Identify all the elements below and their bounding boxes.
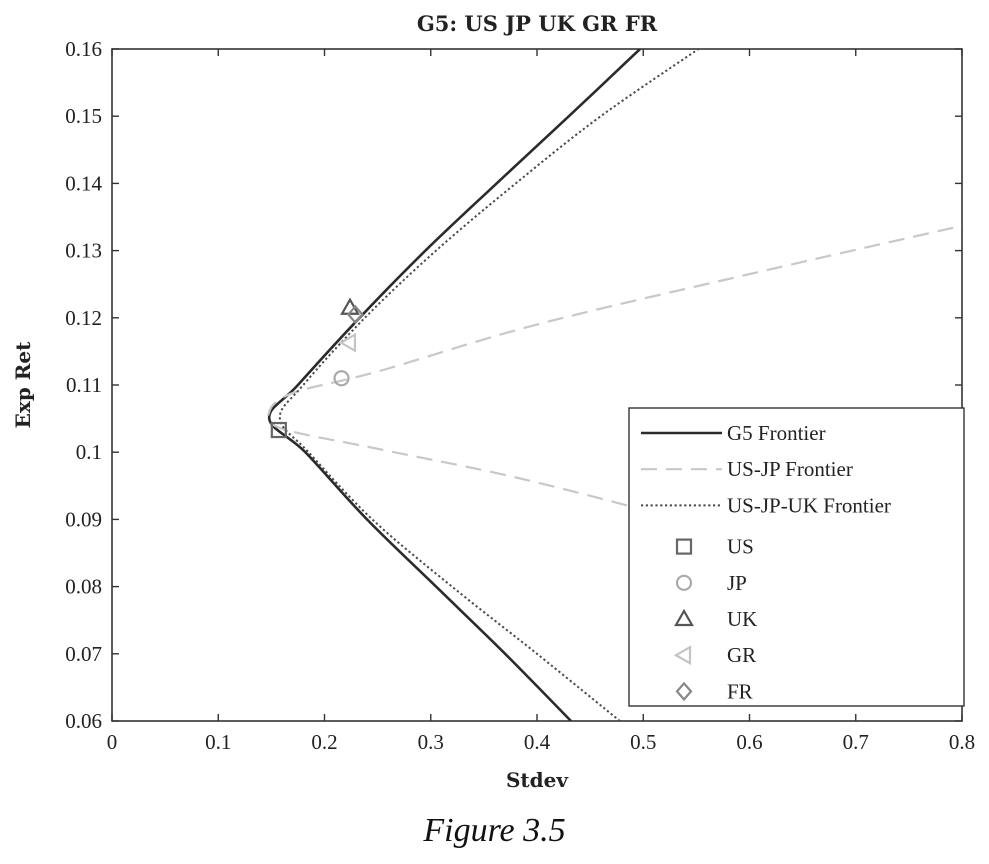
y-tick-label: 0.15 [65,104,102,128]
x-tick-label: 0.5 [630,730,656,754]
y-tick-label: 0.08 [65,575,102,599]
x-axis-label: Stdev [506,768,569,792]
y-tick-label: 0.12 [65,306,102,330]
marker-us [270,421,287,439]
y-tick-label: 0.13 [65,239,102,263]
y-tick-label: 0.11 [66,373,102,397]
x-tick-label: 0.6 [736,730,762,754]
legend-box [628,407,965,707]
y-tick-label: 0.07 [65,642,102,666]
legend-marker-jp [675,574,693,591]
y-tick-label: 0.16 [65,37,102,61]
tick-layer: 0 0.1 0.2 0.3 0.4 0.5 0.6 0.7 0.8 0.06 0.07 0.08 0.0… [65,37,975,754]
x-tick-label: 0.2 [311,730,337,754]
y-tick-label: 0.06 [65,709,102,733]
legend-label-series: US-JP Frontier [727,457,853,481]
legend-marker-us [675,538,693,555]
x-tick-label: 0.1 [205,730,231,754]
x-tick-label: 0 [107,730,118,754]
y-axis-label: Exp Ret [11,341,35,428]
legend-marker-uk [674,608,694,627]
x-tick-label: 0.7 [843,730,869,754]
x-tick-label: 0.3 [418,730,444,754]
legend-label-series: US-JP-UK Frontier [727,493,891,517]
y-tick-label: 0.14 [65,171,102,195]
chart-title: G5: US JP UK GR FR [417,11,658,36]
legend-marker-gr [673,645,692,666]
legend-label-gr: GR [727,643,756,667]
x-tick-label: 0.8 [949,730,975,754]
legend-marker-fr [675,681,693,702]
x-tick-label: 0.4 [524,730,551,754]
legend: G5 Frontier US-JP Frontier US-JP-UK Fronti… [628,407,965,707]
series-line-1 [267,49,641,721]
marker-jp [333,370,350,387]
legend-label-uk: UK [727,607,757,631]
figure-caption: Figure 3.5 [423,812,566,849]
legend-label-series: G5 Frontier [727,421,826,445]
marker-fr [346,304,364,325]
marker-layer [270,297,364,439]
series-line-3 [278,49,700,721]
y-tick-label: 0.09 [65,507,102,531]
marker-gr [338,332,357,353]
legend-label-jp: JP [727,571,747,595]
legend-label-fr: FR [727,679,753,703]
legend-label-us: US [727,535,754,559]
y-tick-label: 0.1 [76,440,102,464]
